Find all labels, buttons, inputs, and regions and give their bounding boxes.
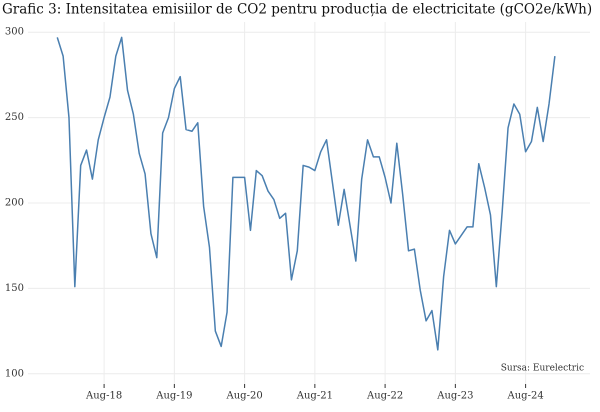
data-line xyxy=(56,36,556,351)
x-tick-label: Aug-24 xyxy=(507,391,544,402)
y-tick-label: 250 xyxy=(5,112,24,123)
x-tick-label: Aug-18 xyxy=(85,391,122,402)
y-tick-label: 200 xyxy=(5,198,24,209)
x-tick-label: Aug-21 xyxy=(296,391,333,402)
x-tick-label: Aug-20 xyxy=(226,391,263,402)
x-tick-label: Aug-23 xyxy=(436,391,473,402)
x-tick-label: Aug-22 xyxy=(366,391,403,402)
y-tick-label: 300 xyxy=(5,27,24,38)
source-note: Sursa: Eurelectric xyxy=(501,364,584,374)
y-tick-label: 150 xyxy=(5,283,24,294)
chart-title: Grafic 3: Intensitatea emisiilor de CO2 … xyxy=(2,2,592,18)
x-tick-label: Aug-19 xyxy=(155,391,192,402)
y-tick-label: 100 xyxy=(5,368,24,379)
